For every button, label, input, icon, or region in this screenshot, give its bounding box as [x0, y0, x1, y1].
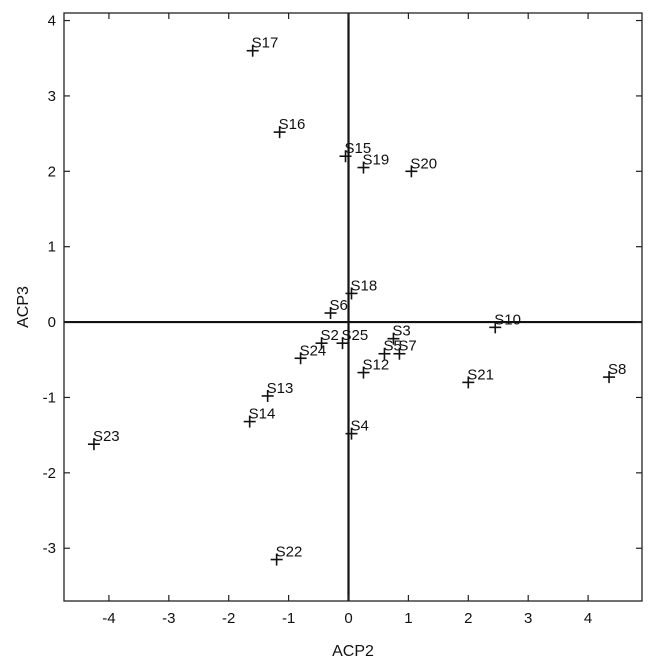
point-label: S19 — [362, 152, 389, 169]
data-point-s22: S22 — [270, 544, 303, 566]
data-point-s10: S10 — [489, 311, 521, 334]
data-point-s3: S3 — [387, 323, 411, 345]
point-label: S23 — [93, 428, 120, 445]
data-point-s24: S24 — [294, 342, 327, 365]
data-point-s8: S8 — [603, 361, 626, 384]
x-tick-label: -1 — [282, 610, 295, 627]
y-tick-label: 3 — [48, 88, 56, 105]
point-label: S12 — [362, 357, 389, 374]
point-label: S7 — [398, 338, 416, 355]
y-tick-label: 2 — [48, 163, 56, 180]
x-tick-label: 4 — [584, 610, 592, 627]
point-label: S25 — [342, 327, 369, 344]
x-tick-label: 3 — [524, 610, 532, 627]
data-point-s15: S15 — [339, 140, 372, 163]
data-point-s2: S2 — [315, 327, 339, 350]
point-label: S20 — [410, 155, 437, 172]
point-label: S13 — [267, 380, 294, 397]
point-label: S6 — [330, 297, 348, 314]
y-tick-label: -3 — [43, 540, 56, 557]
y-tick-label: -2 — [43, 465, 56, 482]
x-tick-label: 0 — [344, 610, 352, 627]
point-label: S24 — [300, 342, 327, 359]
axis-ticks: -4 -3 -2 -1 0 1 2 3 4 -3 -2 -1 0 1 2 3 4 — [43, 13, 642, 627]
point-label: S3 — [392, 323, 410, 340]
data-point-s7: S7 — [393, 338, 417, 360]
point-label: S4 — [351, 418, 369, 435]
y-tick-label: 0 — [48, 314, 56, 331]
y-tick-label: 1 — [48, 239, 56, 256]
point-label: S22 — [276, 544, 303, 561]
point-label: S2 — [321, 327, 339, 344]
data-point-s18: S18 — [345, 277, 378, 300]
data-point-s5: S5 — [378, 338, 402, 360]
x-tick-label: -4 — [102, 610, 115, 627]
point-label: S14 — [249, 406, 276, 423]
data-point-s19: S19 — [357, 152, 389, 174]
data-point-s14: S14 — [243, 406, 276, 428]
x-tick-label: 2 — [464, 610, 472, 627]
x-tick-label: 1 — [404, 610, 412, 627]
point-label: S17 — [252, 35, 279, 52]
point-label: S15 — [345, 140, 372, 157]
plot-frame — [63, 12, 643, 602]
point-label: S16 — [279, 116, 306, 133]
data-point-s20: S20 — [405, 155, 437, 178]
data-point-s23: S23 — [87, 428, 120, 451]
point-label: S5 — [383, 338, 401, 355]
data-point-s17: S17 — [246, 35, 279, 57]
y-axis-title: ACP3 — [15, 286, 32, 328]
data-point-s16: S16 — [273, 116, 306, 139]
data-point-s13: S13 — [261, 380, 294, 402]
x-axis-title: ACP2 — [332, 643, 374, 660]
reference-lines — [64, 13, 642, 601]
point-label: S8 — [608, 361, 626, 378]
point-label: S10 — [494, 311, 521, 328]
data-point-s25: S25 — [336, 327, 369, 350]
point-label: S21 — [467, 366, 494, 383]
data-point-s6: S6 — [324, 297, 348, 320]
point-label: S18 — [351, 277, 378, 294]
data-point-s12: S12 — [357, 357, 389, 379]
data-point-s4: S4 — [345, 418, 369, 440]
y-tick-label: -1 — [43, 389, 56, 406]
data-point-s21: S21 — [462, 366, 494, 389]
y-tick-label: 4 — [48, 13, 56, 30]
x-tick-label: -2 — [222, 610, 235, 627]
x-tick-label: -3 — [162, 610, 175, 627]
